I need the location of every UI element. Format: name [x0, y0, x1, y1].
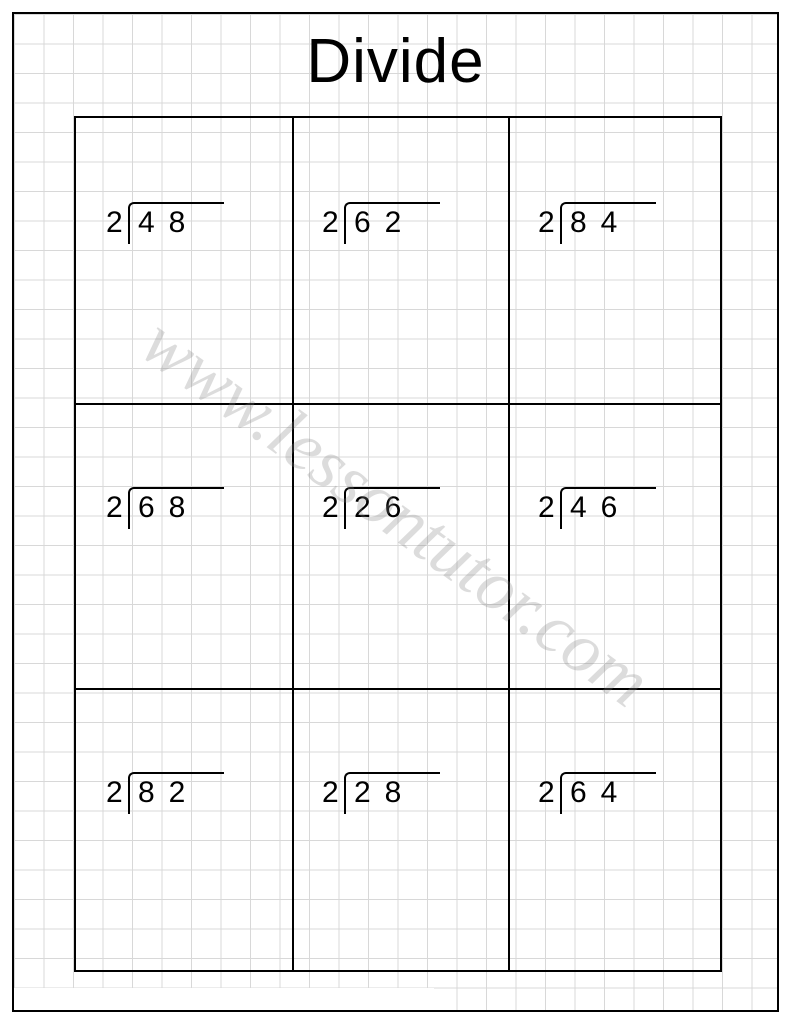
division-problem: 2 84: [538, 188, 688, 248]
dividend: 62: [354, 206, 415, 240]
division-problem: 2 68: [106, 473, 256, 533]
grid-vline: [508, 118, 510, 970]
divisor: 2: [538, 206, 555, 240]
division-problem: 2 46: [538, 473, 688, 533]
problem-grid-frame: 2 48 2 62 2 84 2 68 2 26 2 46: [74, 116, 722, 972]
dividend: 46: [570, 491, 631, 525]
divisor: 2: [538, 491, 555, 525]
figure-mask: [14, 988, 434, 1010]
division-problem: 2 82: [106, 758, 256, 818]
divisor: 2: [322, 206, 339, 240]
divisor: 2: [538, 776, 555, 810]
page-title: Divide: [14, 26, 777, 97]
worksheet-page: Divide 2 48 2 62 2 84 2 68 2: [12, 12, 779, 1012]
division-problem: 2 48: [106, 188, 256, 248]
division-problem: 2 26: [322, 473, 472, 533]
dividend: 64: [570, 776, 631, 810]
divisor: 2: [322, 776, 339, 810]
dividend: 82: [138, 776, 199, 810]
grid-vline: [292, 118, 294, 970]
divisor: 2: [106, 491, 123, 525]
divisor: 2: [106, 206, 123, 240]
dividend: 48: [138, 206, 199, 240]
divisor: 2: [106, 776, 123, 810]
dividend: 84: [570, 206, 631, 240]
division-problem: 2 64: [538, 758, 688, 818]
grid-hline: [76, 688, 720, 690]
divisor: 2: [322, 491, 339, 525]
dividend: 26: [354, 491, 415, 525]
dividend: 68: [138, 491, 199, 525]
division-problem: 2 62: [322, 188, 472, 248]
dividend: 28: [354, 776, 415, 810]
grid-hline: [76, 403, 720, 405]
division-problem: 2 28: [322, 758, 472, 818]
